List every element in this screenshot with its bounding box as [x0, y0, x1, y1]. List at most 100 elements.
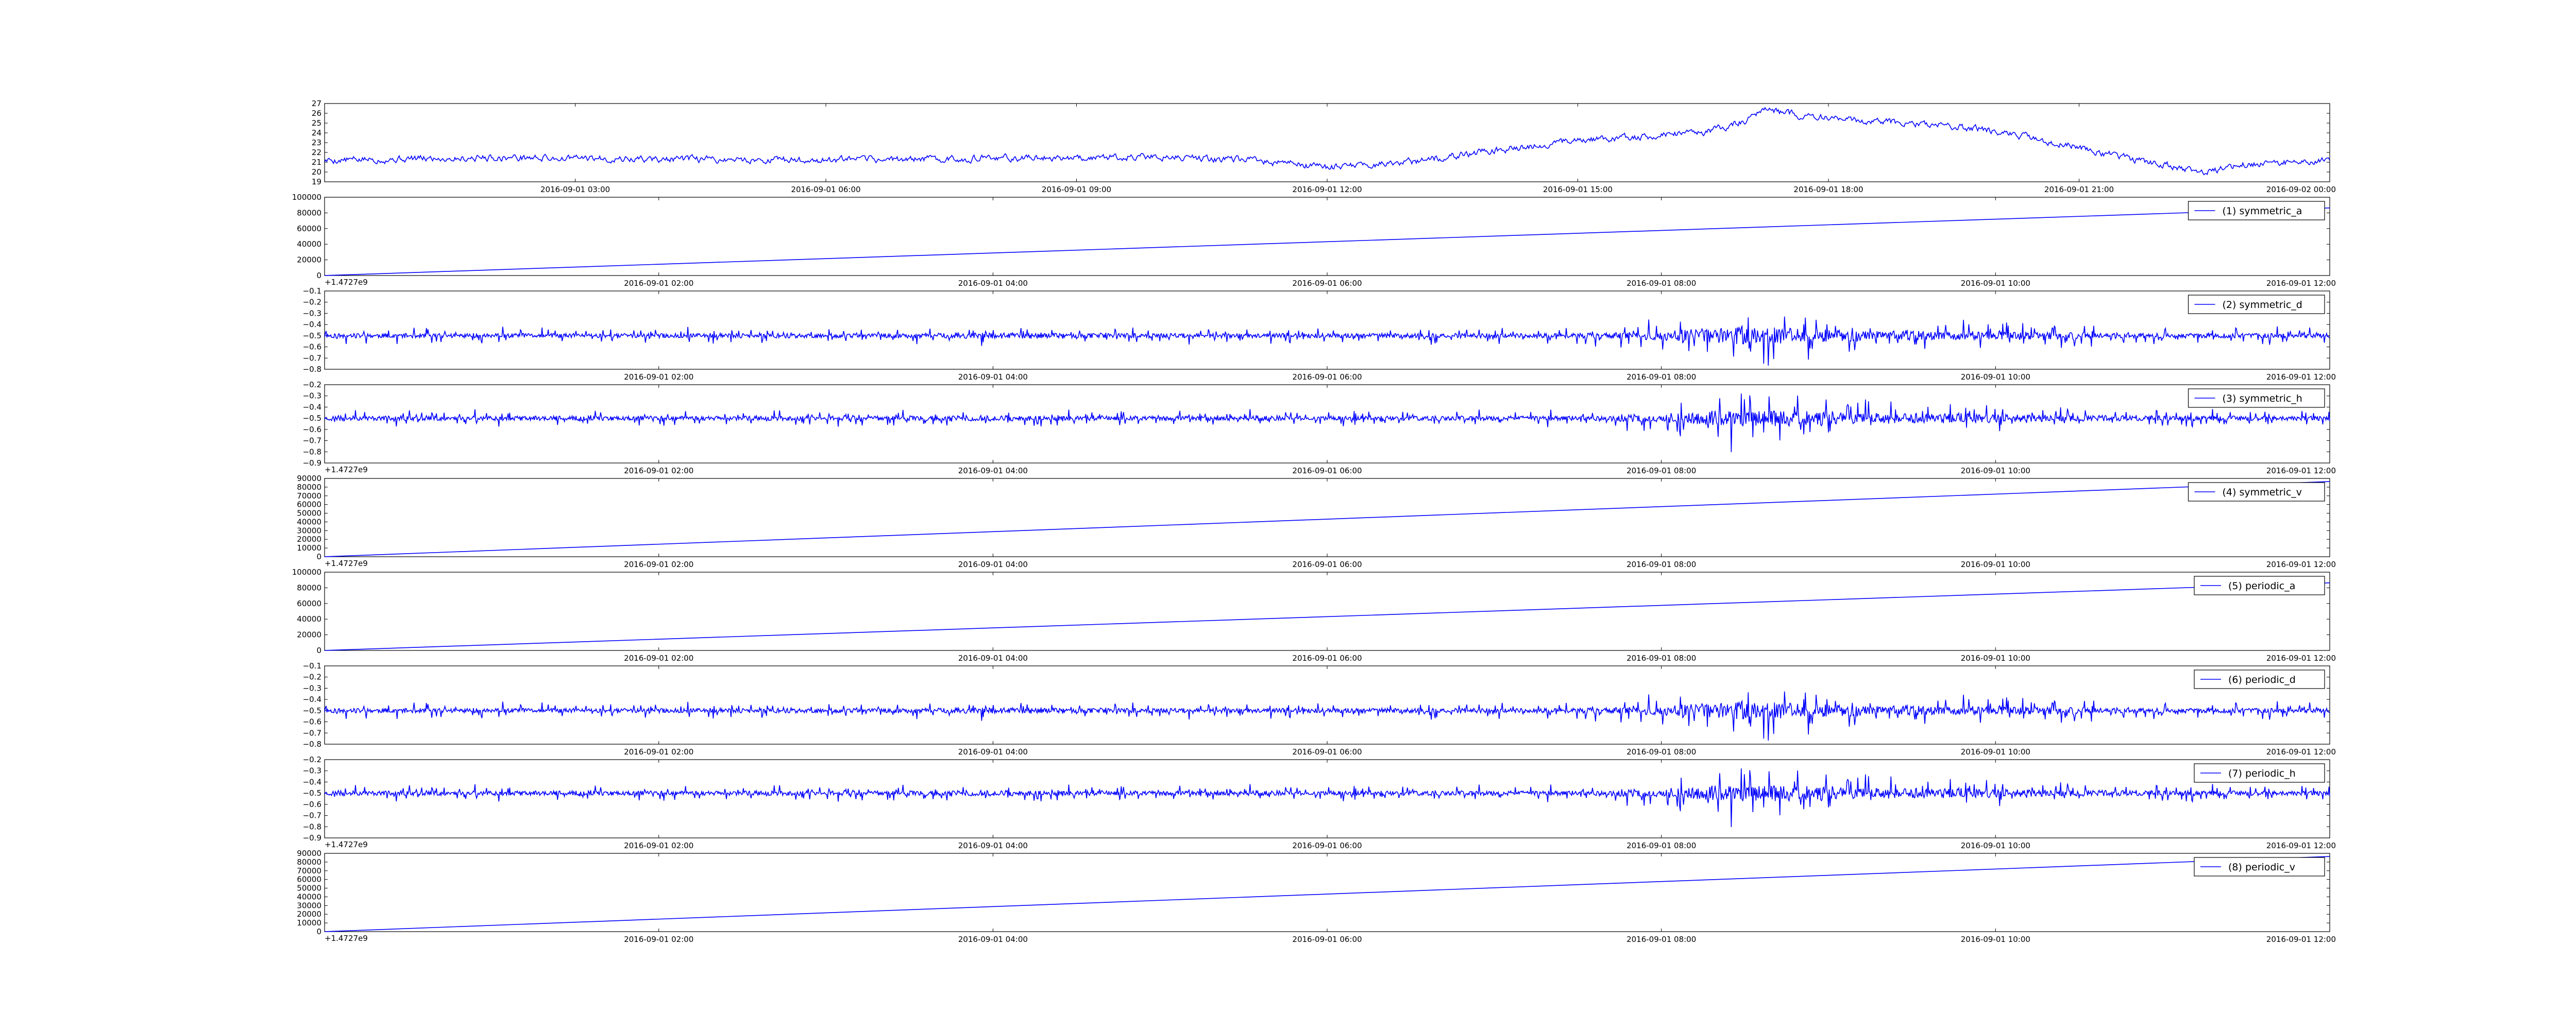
legend-label: (2) symmetric_d: [2223, 299, 2302, 311]
axes-frame: [324, 384, 2330, 464]
y-tick-label: 60000: [297, 599, 321, 608]
y-tick-label: 27: [312, 99, 321, 108]
y-tick-label: −0.6: [303, 342, 321, 352]
x-tick-label: 2016-09-01 04:00: [958, 841, 1028, 850]
subplot-symmetric_d: −0.8 −0.7−0.6 −0.5 −0.4 −0.3−0.2 −0.1 2016-09-…: [303, 286, 2336, 382]
x-offset-label: +1.4727e9: [325, 278, 368, 287]
y-tick-label: 10000: [297, 918, 321, 928]
x-tick-label: 2016-09-01 08:00: [1626, 841, 1696, 850]
x-tick-label: 2016-09-01 08:00: [1626, 560, 1696, 569]
y-tick-label: −0.6: [303, 425, 321, 434]
y-tick-label: −0.5: [303, 788, 321, 798]
x-tick-label: 2016-09-01 04:00: [958, 372, 1028, 382]
legend-label: (1) symmetric_a: [2223, 205, 2302, 217]
y-tick-label: 20000: [297, 909, 321, 919]
x-tick-label: 2016-09-01 04:00: [958, 466, 1028, 475]
subplot-periodic_a: 0 20000 40000 60000 80000 100000 2016-09-01 02…: [292, 568, 2336, 663]
x-offset-label: +1.4727e9: [325, 840, 368, 849]
axes-frame: [324, 478, 2330, 557]
x-tick-label: 2016-09-01 08:00: [1626, 747, 1696, 757]
y-tick-label: 50000: [297, 509, 321, 518]
x-tick-label: 2016-09-01 06:00: [1292, 935, 1362, 944]
y-tick-label: 80000: [297, 583, 321, 592]
x-tick-label: 2016-09-01 10:00: [1961, 841, 2030, 850]
subplot-periodic_v: 0100002000030000400005000060000700008000…: [297, 849, 2336, 944]
y-tick-label: 23: [312, 138, 321, 147]
y-tick-label: 60000: [297, 224, 321, 233]
x-tick-label: 2016-09-01 10:00: [1961, 747, 2030, 757]
legend: (5) periodic_a: [2194, 576, 2325, 595]
x-tick-label: 2016-09-01 12:00: [2266, 935, 2336, 944]
y-tick-label: −0.4: [303, 777, 321, 786]
y-tick-label: 100000: [292, 193, 321, 202]
legend: (4) symmetric_v: [2188, 482, 2325, 502]
x-tick-label: 2016-09-01 12:00: [2266, 279, 2336, 288]
y-tick-label: −0.3: [303, 308, 321, 318]
axes-frame: [324, 103, 2330, 182]
legend: (7) periodic_h: [2194, 763, 2325, 783]
subplot-symmetric_v: 0100002000030000400005000060000700008000…: [297, 474, 2336, 569]
legend: (8) periodic_v: [2194, 857, 2325, 877]
legend-label: (4) symmetric_v: [2223, 487, 2302, 498]
axes-frame: [324, 853, 2330, 932]
series-line-symmetric_d: [324, 316, 2330, 366]
y-tick-label: −0.2: [303, 380, 321, 389]
y-tick-label: 40000: [297, 614, 321, 624]
x-tick-label: 2016-09-01 12:00: [1292, 185, 1362, 194]
x-tick-label: 2016-09-01 06:00: [1292, 747, 1362, 757]
x-tick-label: 2016-09-01 03:00: [540, 185, 610, 194]
axes-frame: [324, 572, 2330, 651]
y-tick-label: 40000: [297, 892, 321, 901]
y-tick-label: 60000: [297, 875, 321, 884]
y-tick-label: 21: [312, 158, 321, 167]
series-line-periodic_d: [324, 691, 2330, 741]
x-tick-label: 2016-09-01 10:00: [1961, 935, 2030, 944]
y-tick-label: −0.9: [303, 833, 321, 843]
x-tick-label: 2016-09-01 06:00: [1292, 279, 1362, 288]
y-tick-label: 0: [316, 927, 321, 936]
x-tick-label: 2016-09-01 04:00: [958, 560, 1028, 569]
legend: (1) symmetric_a: [2188, 201, 2325, 220]
y-tick-label: −0.8: [303, 822, 321, 831]
series-line-periodic_v: [324, 856, 2330, 932]
y-tick-label: −0.7: [303, 353, 321, 363]
y-tick-label: 0: [316, 646, 321, 655]
y-tick-label: 40000: [297, 239, 321, 249]
y-tick-label: 10000: [297, 543, 321, 553]
x-tick-label: 2016-09-01 02:00: [624, 841, 693, 850]
series-line-periodic_h: [324, 768, 2330, 828]
x-tick-label: 2016-09-01 02:00: [624, 372, 693, 382]
x-tick-label: 2016-09-01 12:00: [2266, 654, 2336, 663]
y-tick-label: 70000: [297, 491, 321, 501]
x-offset-label: +1.4727e9: [325, 934, 368, 943]
y-tick-label: 40000: [297, 517, 321, 526]
y-tick-label: −0.2: [303, 673, 321, 682]
y-tick-label: −0.4: [303, 402, 321, 411]
x-tick-label: 2016-09-01 18:00: [1793, 185, 1863, 194]
x-tick-label: 2016-09-01 04:00: [958, 935, 1028, 944]
y-tick-label: −0.2: [303, 755, 321, 764]
y-tick-label: −0.5: [303, 706, 321, 715]
x-offset-label: +1.4727e9: [325, 465, 368, 474]
y-tick-label: 20000: [297, 630, 321, 640]
y-tick-label: 26: [312, 109, 321, 118]
y-tick-label: −0.4: [303, 695, 321, 704]
y-tick-label: −0.5: [303, 414, 321, 423]
y-tick-label: −0.1: [303, 661, 321, 671]
y-tick-label: −0.9: [303, 458, 321, 468]
x-tick-label: 2016-09-01 04:00: [958, 279, 1028, 288]
legend: (3) symmetric_h: [2188, 388, 2325, 408]
y-tick-label: 20000: [297, 255, 321, 265]
x-tick-label: 2016-09-01 08:00: [1626, 279, 1696, 288]
legend-label: (5) periodic_a: [2228, 580, 2295, 592]
x-tick-label: 2016-09-01 10:00: [1961, 466, 2030, 475]
x-tick-label: 2016-09-01 12:00: [2266, 841, 2336, 850]
y-tick-label: −0.2: [303, 298, 321, 307]
x-tick-label: 2016-09-01 08:00: [1626, 466, 1696, 475]
y-tick-label: −0.3: [303, 391, 321, 401]
axes-frame: [324, 197, 2330, 276]
y-tick-label: −0.3: [303, 683, 321, 693]
y-tick-label: −0.6: [303, 800, 321, 809]
y-tick-label: 22: [312, 148, 321, 157]
